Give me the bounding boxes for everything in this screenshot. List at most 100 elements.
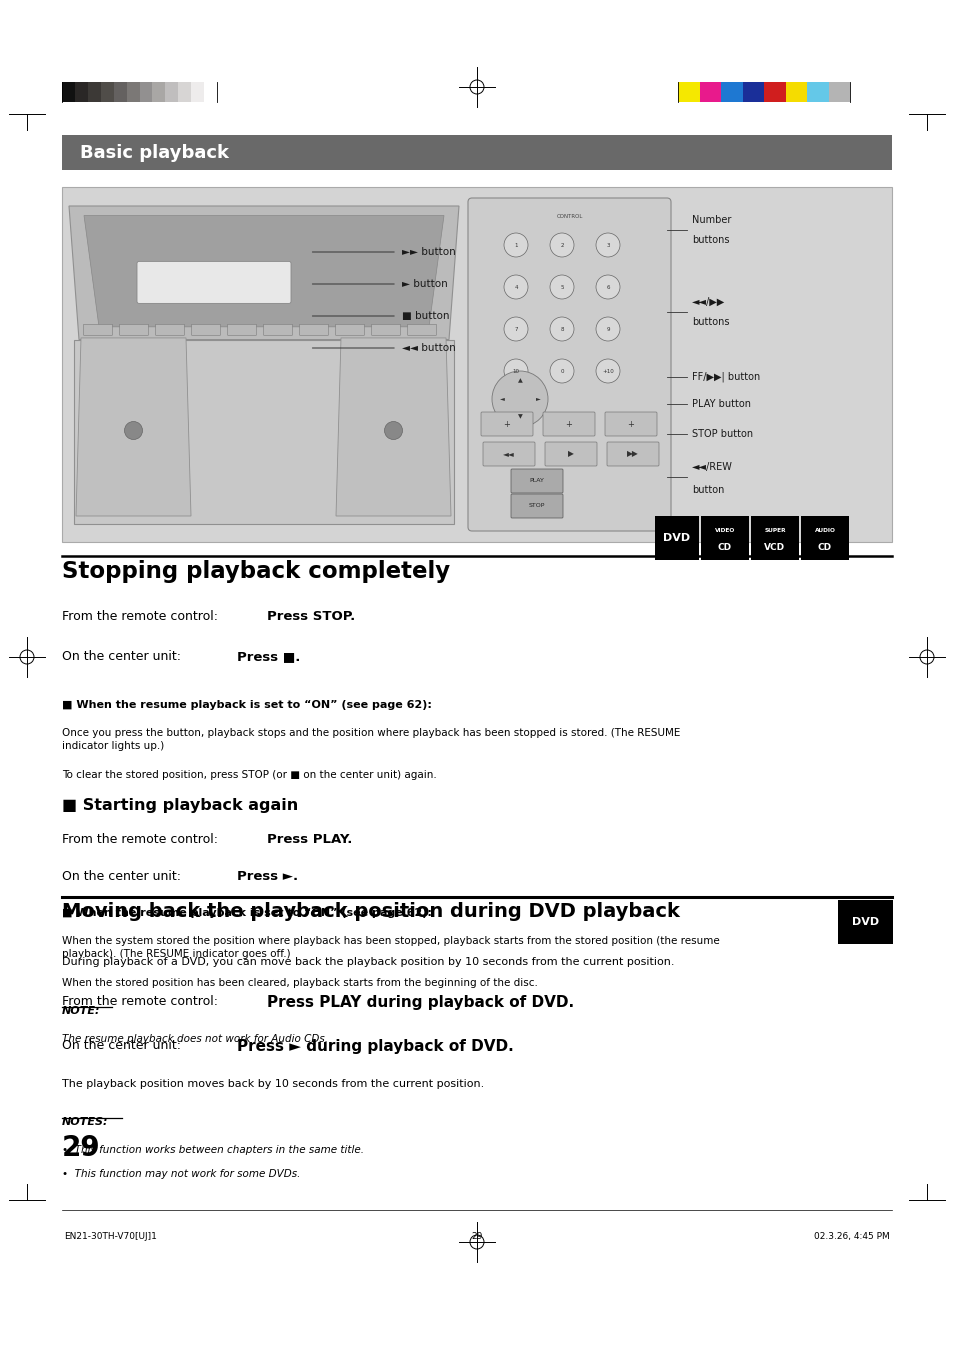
Text: FF/▶▶| button: FF/▶▶| button xyxy=(691,372,760,383)
Circle shape xyxy=(596,233,619,257)
Text: Press STOP.: Press STOP. xyxy=(267,610,355,623)
Text: 6: 6 xyxy=(605,284,609,289)
FancyBboxPatch shape xyxy=(604,412,657,435)
Text: EN21-30TH-V70[UJ]1: EN21-30TH-V70[UJ]1 xyxy=(64,1232,156,1241)
Text: From the remote control:: From the remote control: xyxy=(62,610,218,623)
FancyBboxPatch shape xyxy=(204,82,216,101)
Text: Press PLAY during playback of DVD.: Press PLAY during playback of DVD. xyxy=(267,995,574,1010)
Circle shape xyxy=(596,360,619,383)
Text: 29: 29 xyxy=(62,1134,100,1161)
Circle shape xyxy=(550,316,574,341)
FancyBboxPatch shape xyxy=(801,516,848,560)
FancyBboxPatch shape xyxy=(137,261,291,303)
Text: When the system stored the position where playback has been stopped, playback st: When the system stored the position wher… xyxy=(62,936,719,959)
FancyBboxPatch shape xyxy=(678,82,699,101)
Text: To clear the stored position, press STOP (or ■ on the center unit) again.: To clear the stored position, press STOP… xyxy=(62,771,436,780)
FancyBboxPatch shape xyxy=(113,82,127,101)
FancyBboxPatch shape xyxy=(227,324,256,335)
Text: CD: CD xyxy=(817,544,831,552)
Text: The playback position moves back by 10 seconds from the current position.: The playback position moves back by 10 s… xyxy=(62,1079,484,1088)
Text: Number: Number xyxy=(691,215,731,224)
Polygon shape xyxy=(76,338,191,516)
Circle shape xyxy=(125,422,142,439)
Text: +: + xyxy=(565,419,572,429)
Text: ◄◄: ◄◄ xyxy=(502,449,515,458)
FancyBboxPatch shape xyxy=(62,82,75,101)
Circle shape xyxy=(596,316,619,341)
Text: 9: 9 xyxy=(605,326,609,331)
Text: PLAY: PLAY xyxy=(529,479,544,484)
Text: On the center unit:: On the center unit: xyxy=(62,1038,181,1052)
Text: ▶: ▶ xyxy=(567,449,574,458)
Text: ◄◄ button: ◄◄ button xyxy=(401,343,456,353)
Circle shape xyxy=(503,274,527,299)
Text: Once you press the button, playback stops and the position where playback has be: Once you press the button, playback stop… xyxy=(62,727,679,752)
Text: On the center unit:: On the center unit: xyxy=(62,650,181,662)
FancyBboxPatch shape xyxy=(152,82,165,101)
Text: ► button: ► button xyxy=(401,279,447,289)
Polygon shape xyxy=(74,339,454,525)
FancyBboxPatch shape xyxy=(482,442,535,466)
Text: ■ button: ■ button xyxy=(401,311,449,320)
FancyBboxPatch shape xyxy=(139,82,152,101)
Text: 0: 0 xyxy=(559,369,563,373)
Text: 5: 5 xyxy=(559,284,563,289)
FancyBboxPatch shape xyxy=(88,82,101,101)
FancyBboxPatch shape xyxy=(101,82,113,101)
Text: STOP: STOP xyxy=(528,503,544,508)
Text: STOP button: STOP button xyxy=(691,429,752,439)
Text: buttons: buttons xyxy=(691,235,729,245)
FancyBboxPatch shape xyxy=(299,324,328,335)
Text: ►► button: ►► button xyxy=(401,247,456,257)
Text: 02.3.26, 4:45 PM: 02.3.26, 4:45 PM xyxy=(814,1232,889,1241)
FancyBboxPatch shape xyxy=(511,469,562,493)
Text: ►: ► xyxy=(535,396,539,402)
Text: +10: +10 xyxy=(601,369,613,373)
FancyBboxPatch shape xyxy=(192,324,220,335)
FancyBboxPatch shape xyxy=(335,324,364,335)
Text: When the stored position has been cleared, playback starts from the beginning of: When the stored position has been cleare… xyxy=(62,977,537,988)
FancyBboxPatch shape xyxy=(542,412,595,435)
Text: SUPER: SUPER xyxy=(763,527,785,533)
Text: ▲: ▲ xyxy=(517,379,522,384)
Text: Stopping playback completely: Stopping playback completely xyxy=(62,560,450,583)
Text: Basic playback: Basic playback xyxy=(80,143,229,161)
FancyBboxPatch shape xyxy=(165,82,178,101)
Text: •  This function works between chapters in the same title.: • This function works between chapters i… xyxy=(62,1145,364,1155)
FancyBboxPatch shape xyxy=(407,324,436,335)
Text: ■ Starting playback again: ■ Starting playback again xyxy=(62,798,298,813)
FancyBboxPatch shape xyxy=(119,324,149,335)
Text: +: + xyxy=(503,419,510,429)
FancyBboxPatch shape xyxy=(720,82,741,101)
Text: PLAY button: PLAY button xyxy=(691,399,750,410)
FancyBboxPatch shape xyxy=(827,82,849,101)
FancyBboxPatch shape xyxy=(62,187,891,542)
Circle shape xyxy=(550,233,574,257)
Text: •  This function may not work for some DVDs.: • This function may not work for some DV… xyxy=(62,1169,300,1179)
Text: The resume playback does not work for Audio CDs.: The resume playback does not work for Au… xyxy=(62,1034,328,1044)
Text: button: button xyxy=(691,485,723,495)
Text: 2: 2 xyxy=(559,242,563,247)
Circle shape xyxy=(503,360,527,383)
Text: 29: 29 xyxy=(471,1232,482,1241)
Text: 4: 4 xyxy=(514,284,517,289)
Text: ◄◄/▶▶: ◄◄/▶▶ xyxy=(691,297,724,307)
FancyBboxPatch shape xyxy=(544,442,597,466)
Polygon shape xyxy=(69,206,458,339)
Text: Press PLAY.: Press PLAY. xyxy=(267,833,352,846)
Text: ◄: ◄ xyxy=(499,396,504,402)
Text: ■ When the resume playback is set to “ON” (see page 62):: ■ When the resume playback is set to “ON… xyxy=(62,909,432,918)
FancyBboxPatch shape xyxy=(480,412,533,435)
FancyBboxPatch shape xyxy=(741,82,763,101)
FancyBboxPatch shape xyxy=(155,324,184,335)
Text: From the remote control:: From the remote control: xyxy=(62,833,218,846)
FancyBboxPatch shape xyxy=(127,82,139,101)
FancyBboxPatch shape xyxy=(750,516,799,560)
FancyBboxPatch shape xyxy=(84,324,112,335)
FancyBboxPatch shape xyxy=(511,493,562,518)
FancyBboxPatch shape xyxy=(371,324,400,335)
Text: On the center unit:: On the center unit: xyxy=(62,869,181,883)
FancyBboxPatch shape xyxy=(655,516,699,560)
Text: From the remote control:: From the remote control: xyxy=(62,995,218,1009)
Text: DVD: DVD xyxy=(662,533,690,544)
